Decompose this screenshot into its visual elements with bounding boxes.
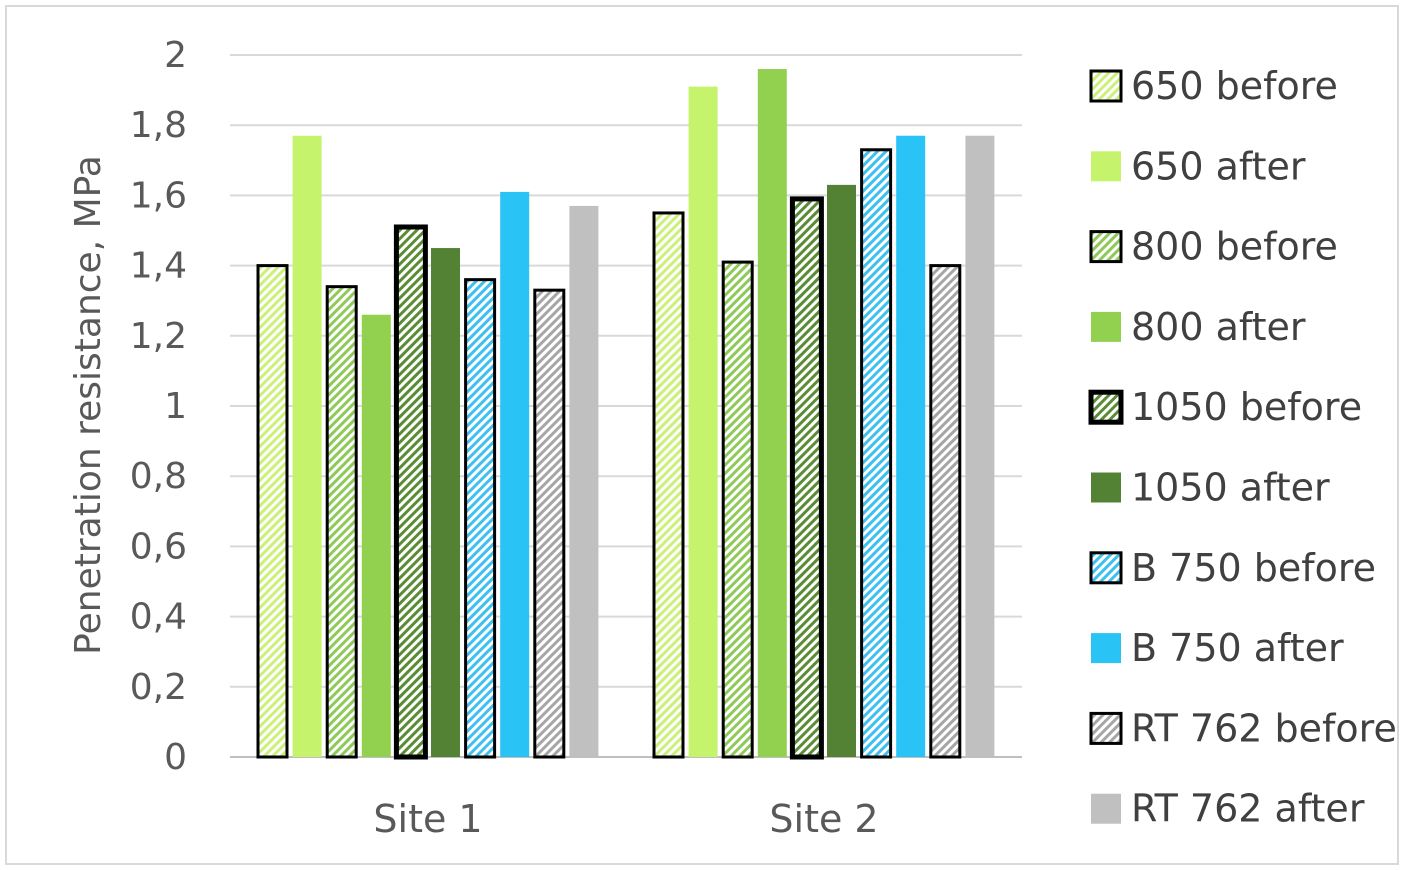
legend-swatch: [1091, 472, 1121, 503]
legend-swatch: [1091, 311, 1121, 342]
bar-1050-before-site-2: [789, 196, 824, 760]
category-label: Site 2: [769, 797, 878, 841]
bar-800-after-site-1: [361, 314, 391, 757]
legend-label: RT 762 after: [1131, 787, 1365, 831]
bar-800-before-site-1: [325, 285, 358, 759]
legend-swatch: [1091, 793, 1121, 824]
legend-swatch: [1091, 633, 1121, 664]
bar-800-before-site-2: [721, 260, 754, 759]
bar-650-after-site-2: [688, 86, 718, 758]
bar-650-before-site-1: [256, 264, 289, 759]
bar-b-750-after-site-1: [500, 191, 530, 757]
legend-label: B 750 before: [1131, 546, 1376, 590]
bar-800-after-site-2: [757, 69, 787, 758]
bar-650-after-site-1: [292, 135, 322, 758]
y-tick-label: 1,6: [130, 175, 187, 216]
bar-1050-after-site-2: [827, 184, 856, 757]
legend-swatch: [1088, 389, 1124, 425]
y-tick-label: 1,4: [130, 246, 187, 287]
y-tick-label: 0,4: [130, 597, 187, 638]
bar-b-750-after-site-2: [896, 135, 926, 758]
y-tick-label: 0,2: [130, 667, 187, 708]
y-tick-label: 0,8: [130, 456, 187, 497]
bar-rt-762-before-site-2: [929, 264, 962, 759]
legend: 650 before 650 after 800 before 800 after 10…: [1088, 64, 1397, 831]
legend-label: 1050 before: [1131, 385, 1362, 429]
category-labels: Site 1 Site 2: [373, 797, 878, 841]
bar-b-750-before-site-1: [464, 278, 497, 759]
legend-label: RT 762 before: [1131, 706, 1397, 750]
y-tick-label: 1,2: [130, 316, 187, 357]
legend-label: 650 after: [1131, 144, 1306, 188]
legend-label: 1050 after: [1131, 466, 1330, 510]
y-tick-label: 1,8: [130, 105, 187, 146]
legend-swatch: [1089, 711, 1123, 745]
y-tick-label: 0: [164, 737, 187, 778]
legend-label: B 750 after: [1131, 626, 1344, 670]
bars: [256, 69, 995, 760]
y-tick-label: 0,6: [130, 526, 187, 567]
legend-swatch: [1091, 151, 1121, 182]
legend-swatch: [1089, 69, 1123, 103]
y-tick-label: 1: [164, 386, 187, 427]
legend-swatch: [1089, 551, 1123, 585]
bar-rt-762-before-site-1: [533, 288, 566, 759]
bar-rt-762-after-site-1: [569, 205, 599, 757]
bar-b-750-before-site-2: [860, 148, 893, 759]
legend-label: 650 before: [1131, 64, 1338, 108]
bar-rt-762-after-site-2: [965, 135, 995, 758]
y-axis-title: Penetration resistance, MPa: [68, 155, 109, 655]
bar-1050-before-site-1: [393, 224, 428, 760]
category-label: Site 1: [373, 797, 482, 841]
legend-label: 800 after: [1131, 305, 1306, 349]
bar-1050-after-site-1: [431, 248, 460, 758]
y-tick-label: 2: [164, 35, 187, 76]
legend-swatch: [1089, 230, 1123, 264]
bar-650-before-site-2: [652, 211, 685, 759]
y-tick-labels: 0 0,2 0,4 0,6 0,8 1 1,2 1,4 1,6 1,8 2: [130, 35, 187, 778]
legend-label: 800 before: [1131, 225, 1338, 269]
